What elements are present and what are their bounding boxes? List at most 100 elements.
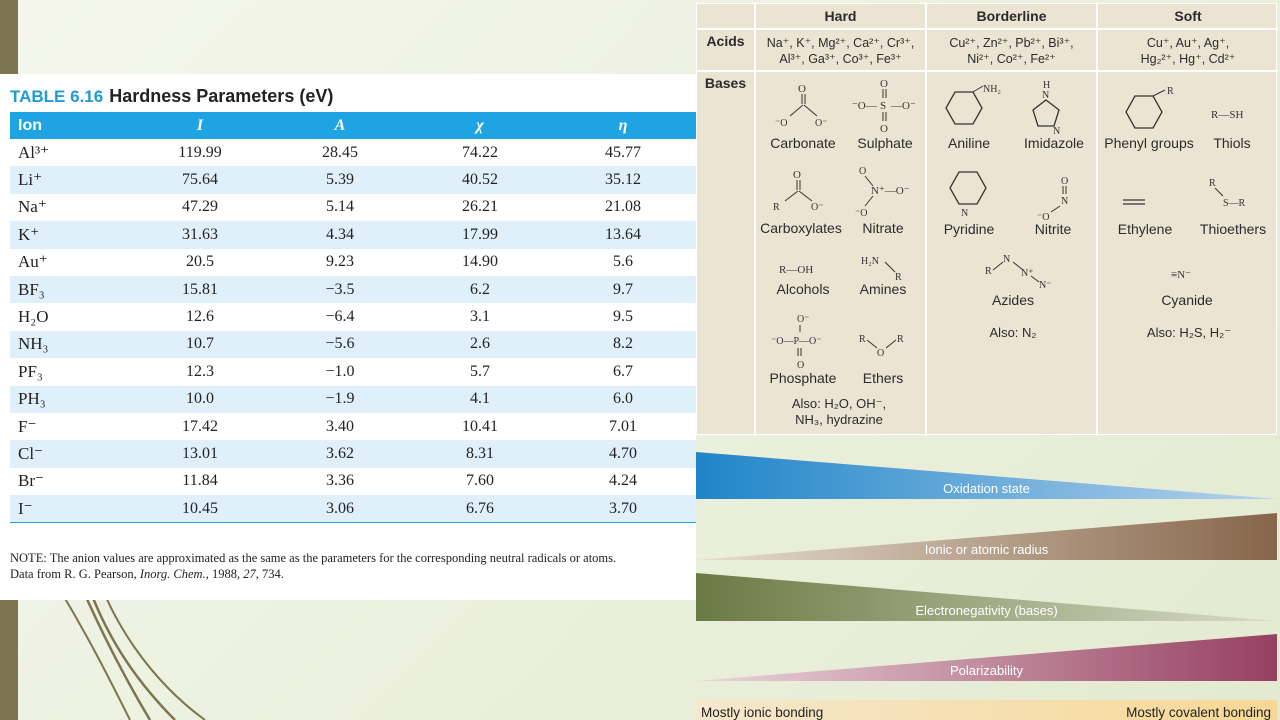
hardness-table-card: TABLE 6.16 Hardness Parameters (eV) Ion I… xyxy=(0,74,696,600)
cell-ion: Br⁻ xyxy=(18,471,44,491)
aniline-structure-icon: NH₂ xyxy=(945,84,1001,125)
bonding-scale-bar: Mostly ionic bonding Mostly covalent bon… xyxy=(696,700,1277,720)
cell-electronegativity: 74.22 xyxy=(462,143,498,161)
svg-text:R: R xyxy=(859,334,866,345)
svg-text:N⁺: N⁺ xyxy=(1021,268,1034,279)
amine-structure-icon: H₂N R xyxy=(861,256,902,283)
cell-ionization-energy: 119.99 xyxy=(178,143,222,161)
cell-ion: Al³⁺ xyxy=(18,142,50,162)
cell-ionization-energy: 12.3 xyxy=(186,362,214,380)
svg-text:H₂N: H₂N xyxy=(861,256,879,267)
svg-text:O: O xyxy=(880,78,888,90)
covalent-bonding-label: Mostly covalent bonding xyxy=(1126,705,1271,720)
svg-text:R: R xyxy=(985,266,992,277)
cell-ion: I⁻ xyxy=(10,495,130,523)
svg-text:⁻O: ⁻O xyxy=(855,208,868,218)
svg-text:S—R: S—R xyxy=(1223,198,1246,209)
phosphate-structure-icon: O⁻ ⁻O—P—O⁻ O xyxy=(771,314,822,371)
cell-hardness: 13.64 xyxy=(550,221,696,249)
ionic-radius-label: Ionic or atomic radius xyxy=(924,542,1049,557)
ether-structure-icon: R O R xyxy=(859,334,904,359)
svg-text:R: R xyxy=(1167,86,1174,97)
azide-structure-icon: R N N⁺ N⁻ xyxy=(985,254,1052,291)
cell-electron-affinity: 28.45 xyxy=(322,143,358,161)
base-label: Imidazole xyxy=(1024,135,1084,151)
oxidation-state-wedge xyxy=(696,452,1277,499)
svg-text:S: S xyxy=(880,100,886,112)
svg-text:⁻O: ⁻O xyxy=(1037,212,1050,223)
svg-text:⁻O—: ⁻O— xyxy=(852,100,878,112)
note-journal: Inorg. Chem. xyxy=(139,567,206,581)
cell-electron-affinity: −1.0 xyxy=(325,362,355,380)
cell-hardness: 21.08 xyxy=(605,198,641,216)
cell-ion: PF₃ xyxy=(18,361,43,381)
acids-borderline: Cu²⁺, Zn²⁺, Pb²⁺, Bi³⁺, Ni²⁺, Co²⁺, Fe²⁺ xyxy=(927,35,1096,67)
svg-text:N⁺—O⁻: N⁺—O⁻ xyxy=(871,185,910,197)
base-label: Phosphate xyxy=(769,370,837,386)
hsab-classification-panel: Hard Borderline Soft Acids Bases Na⁺, K⁺… xyxy=(696,3,1278,436)
svg-text:O: O xyxy=(798,83,806,95)
cell-hardness: 7.01 xyxy=(609,417,637,435)
electronegativity-label: Electronegativity (bases) xyxy=(915,603,1058,618)
cell-hardness: 4.24 xyxy=(609,472,637,490)
cell-electron-affinity: −6.4 xyxy=(325,308,355,326)
table-number: TABLE 6.16 xyxy=(10,87,104,106)
cell-electronegativity: 14.90 xyxy=(462,253,498,271)
cell-hardness: 9.7 xyxy=(550,275,696,304)
cell-hardness: 9.5 xyxy=(613,308,633,326)
cell-ionization-energy: 10.45 xyxy=(130,495,270,523)
acids-hard-line: Al³⁺, Ga³⁺, Co³⁺, Fe³⁺ xyxy=(779,52,902,66)
cell-electron-affinity: −5.6 xyxy=(270,330,410,359)
cell-ionization-energy: 13.01 xyxy=(130,440,270,468)
cell-electron-affinity: 3.36 xyxy=(326,472,354,490)
cell-electron-affinity: 4.34 xyxy=(270,221,410,249)
table-row: Li⁺ 75.64 5.39 40.52 35.12 xyxy=(10,166,696,194)
cell-electronegativity: 10.41 xyxy=(462,417,498,435)
cell-electronegativity: 8.31 xyxy=(410,440,550,468)
cell-electron-affinity: 9.23 xyxy=(326,253,354,271)
carboxylate-structure-icon: O R O⁻ xyxy=(773,169,824,213)
cell-hardness: 4.70 xyxy=(550,440,696,468)
soft-bases-also: Also: H₂S, H₂⁻ xyxy=(1146,325,1232,340)
base-label: Sulphate xyxy=(857,135,913,151)
table-row: I⁻ 10.45 3.06 6.76 3.70 xyxy=(10,495,696,523)
cell-electronegativity: 40.52 xyxy=(410,166,550,194)
hard-bases-also: Also: H₂O, OH⁻, NH₃, hydrazine xyxy=(759,396,919,428)
base-label: Ethers xyxy=(862,370,904,386)
polarizability-wedge xyxy=(696,634,1277,681)
note-line-2: Data from R. G. Pearson, Inorg. Chem., 1… xyxy=(10,566,690,582)
cell-electronegativity: 5.7 xyxy=(470,362,490,380)
cell-ion: H₂O xyxy=(18,307,49,327)
table-row: Cl⁻ 13.01 3.62 8.31 4.70 xyxy=(10,440,696,468)
svg-text:N: N xyxy=(1061,196,1068,207)
table-header-row: Ion I A χ η xyxy=(10,112,696,139)
svg-text:—O⁻: —O⁻ xyxy=(890,100,916,112)
ethylene-structure-icon xyxy=(1123,199,1145,205)
table-row: H₂O 12.6 −6.4 3.1 9.5 xyxy=(10,303,696,330)
svg-text:O⁻: O⁻ xyxy=(815,118,828,129)
table-row: Au⁺ 20.5 9.23 14.90 5.6 xyxy=(10,249,696,276)
divider xyxy=(1096,4,1098,436)
svg-text:R—SH: R—SH xyxy=(1211,109,1243,121)
acids-soft-line: Hg₂²⁺, Hg⁺, Cd²⁺ xyxy=(1140,52,1236,66)
cell-electronegativity: 6.2 xyxy=(410,275,550,304)
svg-text:O: O xyxy=(793,169,801,181)
cell-electron-affinity: 3.62 xyxy=(270,440,410,468)
sulphate-structure-icon: OSO ⁻O— —O⁻ xyxy=(852,78,916,135)
cell-ion: Au⁺ xyxy=(18,252,48,272)
svg-text:R: R xyxy=(773,202,780,213)
borderline-bases-also: Also: N₂ xyxy=(989,325,1037,340)
cell-ionization-energy: 20.5 xyxy=(186,253,214,271)
base-label: Thiols xyxy=(1213,135,1251,151)
cell-electronegativity: 7.60 xyxy=(466,472,494,490)
table-row: Na⁺ 47.29 5.14 26.21 21.08 xyxy=(10,194,696,221)
ionic-radius-wedge xyxy=(696,513,1277,560)
cell-electron-affinity: 3.06 xyxy=(270,495,410,523)
svg-text:N: N xyxy=(1042,90,1049,101)
base-label: Thioethers xyxy=(1199,221,1267,237)
acids-soft: Cu⁺, Au⁺, Ag⁺, Hg₂²⁺, Hg⁺, Cd²⁺ xyxy=(1098,35,1278,67)
base-label: Cyanide xyxy=(1161,292,1213,308)
svg-text:O⁻: O⁻ xyxy=(811,202,824,213)
cell-ion: NH₃ xyxy=(10,330,130,359)
svg-text:O: O xyxy=(877,348,884,359)
